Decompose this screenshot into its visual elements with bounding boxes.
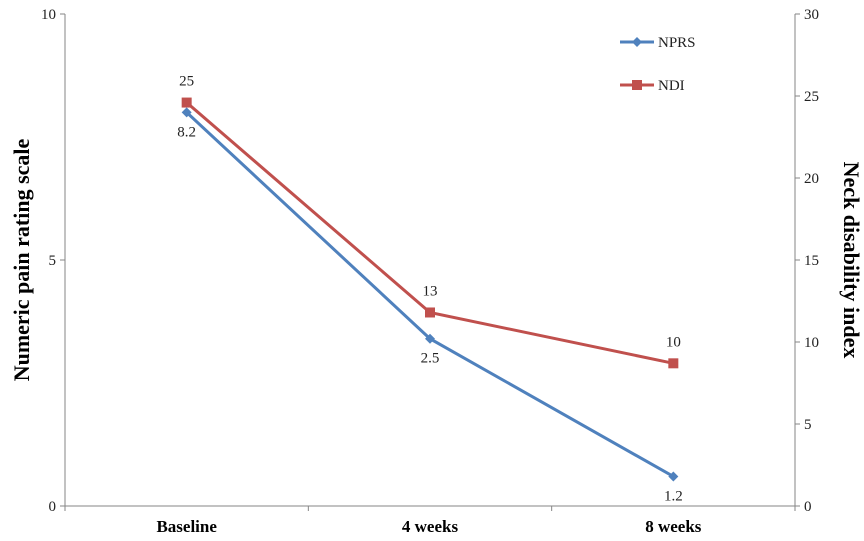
legend: NPRS NDI	[620, 35, 696, 94]
data-point-ndi	[425, 307, 435, 318]
legend-marker-ndi	[632, 80, 642, 90]
data-point-nprs	[668, 471, 679, 482]
legend-label-ndi: NDI	[658, 78, 685, 94]
axes: 0 5 10 0 5 10 15 20 25 30 Baseline 4 weeks 8 weeks Nu…	[9, 7, 864, 536]
series-line-ndi	[185, 101, 674, 365]
left-tick-label: 5	[49, 253, 57, 269]
data-point-nprs	[425, 333, 435, 344]
x-tick-label: Baseline	[156, 517, 217, 536]
right-tick-label: 30	[804, 7, 819, 23]
data-label-ndi: 13	[423, 283, 438, 299]
right-tick-label: 5	[804, 417, 812, 433]
x-tick-label: 4 weeks	[402, 517, 459, 536]
data-label-nprs: 1.2	[664, 488, 683, 504]
data-label-ndi: 25	[179, 74, 194, 90]
legend-label-nprs: NPRS	[658, 35, 696, 51]
legend-marker-nprs	[632, 37, 642, 47]
left-tick-label: 10	[41, 7, 56, 23]
data-label-nprs: 8.2	[177, 124, 196, 140]
data-point-ndi	[668, 358, 679, 369]
y-right-axis-title: Neck disability index	[839, 162, 864, 359]
data-point-ndi	[181, 97, 192, 108]
left-tick-label: 0	[49, 499, 57, 515]
plot-area: 8.2 2.5 1.2 25 13 10	[177, 74, 682, 505]
x-tick-label: 8 weeks	[645, 517, 702, 536]
data-point-nprs	[181, 107, 192, 118]
right-tick-label: 0	[804, 499, 812, 515]
data-label-ndi: 10	[666, 334, 681, 350]
right-tick-label: 10	[804, 335, 819, 351]
right-tick-label: 25	[804, 89, 819, 105]
right-tick-label: 15	[804, 253, 819, 269]
y-left-axis-title: Numeric pain rating scale	[9, 138, 34, 381]
right-tick-label: 20	[804, 171, 819, 187]
data-label-nprs: 2.5	[421, 351, 440, 367]
